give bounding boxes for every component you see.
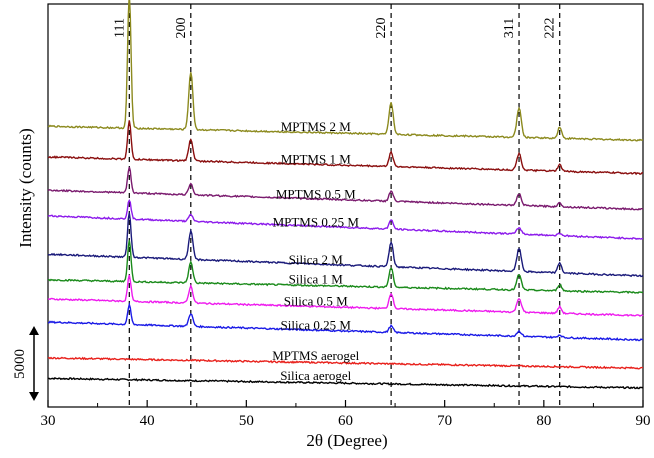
series-line-0 [47,377,644,390]
x-tick-label-90: 90 [636,413,651,429]
scale-bar: 5000 [12,326,39,401]
series-label-1: MPTMS aerogel [272,348,359,363]
x-axis-label: 2θ (Degree) [306,431,387,450]
series-label-6: MPTMS 0.25 M [273,215,360,230]
series-label-0: Silica aerogel [280,368,351,383]
peak-label-200: 200 [174,18,189,39]
x-tick-label-80: 80 [536,413,551,429]
labels-layer: Silica aerogel MPTMS aerogel Silica 0.25 M… [272,119,359,383]
scale-bar-label: 5000 [12,349,28,379]
x-tick-label-70: 70 [437,413,452,429]
peak-label-111: 111 [112,18,127,38]
series-line-4 [47,240,644,295]
series-line-3 [47,274,644,317]
series-layer [47,0,644,390]
axes-layer: 30 40 50 60 70 80 90 [41,400,651,429]
series-line-1 [47,356,643,370]
peak-label-220: 220 [374,18,389,39]
series-line-2 [47,301,644,342]
x-tick-label-30: 30 [41,413,56,429]
series-label-4: Silica 1 M [289,272,344,287]
series-line-8 [47,120,643,176]
scale-bar-arrow-down [29,392,39,401]
plot-border [47,3,644,408]
peak-label-311: 311 [502,18,517,38]
series-label-8: MPTMS 1 M [281,151,352,166]
x-tick-label-60: 60 [338,413,353,429]
series-label-3: Silica 0.5 M [284,293,348,308]
series-label-7: MPTMS 0.5 M [276,186,356,201]
series-label-5: Silica 2 M [289,252,344,267]
plot-frame [47,3,644,408]
peak-lines: 111 200 220 311 222 [112,4,561,407]
series-line-5 [47,212,644,278]
x-tick-label-50: 50 [239,413,254,429]
scale-bar-arrow-up [29,326,39,335]
series-line-7 [47,166,644,211]
series-label-9: MPTMS 2 M [281,119,352,134]
series-line-9 [47,0,644,142]
x-tick-label-40: 40 [140,413,155,429]
series-line-6 [47,199,643,240]
peak-label-222: 222 [543,18,558,39]
series-label-2: Silica 0.25 M [281,317,352,332]
y-axis-label: Intensity (counts) [16,128,35,247]
